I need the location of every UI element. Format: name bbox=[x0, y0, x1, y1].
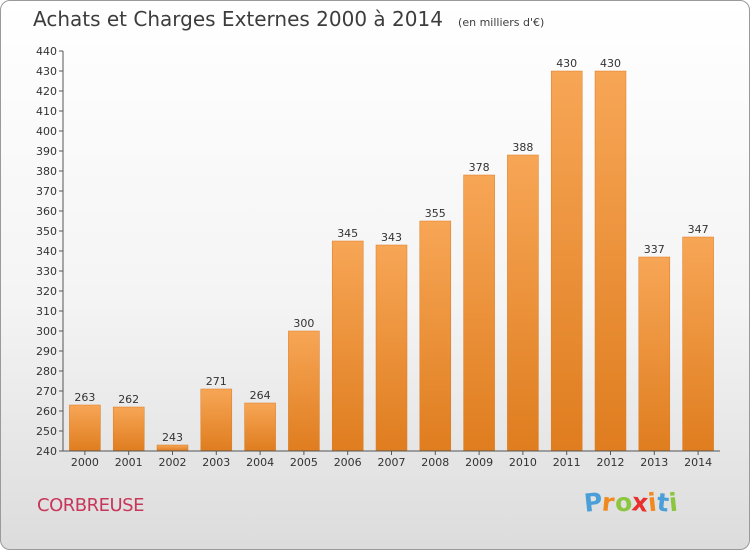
value-label-2012: 430 bbox=[600, 57, 621, 70]
x-tick-label-2002: 2002 bbox=[159, 456, 187, 469]
y-tick-label: 370 bbox=[36, 185, 57, 198]
y-tick-label: 440 bbox=[36, 45, 57, 58]
bar-2009 bbox=[463, 174, 495, 452]
y-tick-label: 330 bbox=[36, 265, 57, 278]
value-label-2007: 343 bbox=[381, 231, 402, 244]
bar-2011 bbox=[550, 70, 583, 452]
y-tick-label: 390 bbox=[36, 145, 57, 158]
bar-2014 bbox=[682, 236, 714, 452]
bar-2002 bbox=[156, 444, 189, 452]
x-tick-label-2009: 2009 bbox=[465, 456, 493, 469]
y-tick-label: 350 bbox=[36, 225, 57, 238]
value-label-2009: 378 bbox=[469, 161, 490, 174]
x-tick-label-2012: 2012 bbox=[597, 456, 625, 469]
bar-2008 bbox=[419, 220, 452, 452]
x-tick-label-2005: 2005 bbox=[290, 456, 318, 469]
y-tick-label: 420 bbox=[36, 85, 57, 98]
x-tick-label-2014: 2014 bbox=[684, 456, 712, 469]
x-tick-label-2010: 2010 bbox=[509, 456, 537, 469]
y-tick-label: 310 bbox=[36, 305, 57, 318]
y-tick-label: 430 bbox=[36, 65, 57, 78]
value-label-2006: 345 bbox=[337, 227, 358, 240]
y-tick-label: 320 bbox=[36, 285, 57, 298]
commune-name: CORBREUSE bbox=[37, 495, 144, 516]
bar-2005 bbox=[288, 330, 320, 452]
value-label-2000: 263 bbox=[74, 391, 95, 404]
logo-letter: i bbox=[667, 487, 679, 518]
value-label-2013: 337 bbox=[644, 243, 665, 256]
chart-unit: (en milliers d'€) bbox=[458, 16, 545, 29]
y-tick-label: 240 bbox=[36, 445, 57, 458]
x-tick-label-2006: 2006 bbox=[334, 456, 362, 469]
x-tick-label-2001: 2001 bbox=[115, 456, 143, 469]
bar-2006 bbox=[331, 240, 364, 452]
bar-2004 bbox=[244, 402, 276, 452]
bar-2013 bbox=[638, 256, 671, 452]
x-tick-label-2004: 2004 bbox=[246, 456, 274, 469]
value-label-2008: 355 bbox=[425, 207, 446, 220]
x-tick-label-2007: 2007 bbox=[378, 456, 406, 469]
y-tick-label: 280 bbox=[36, 365, 57, 378]
x-tick-label-2013: 2013 bbox=[640, 456, 668, 469]
x-axis: 2000 2001 2002 2003 2004 2005 2006 2007 2008 2009… bbox=[63, 450, 720, 469]
x-tick-label-2011: 2011 bbox=[553, 456, 581, 469]
y-tick-label: 340 bbox=[36, 245, 57, 258]
value-label-2014: 347 bbox=[688, 223, 709, 236]
bar-2000 bbox=[69, 404, 101, 452]
y-tick-label: 260 bbox=[36, 405, 57, 418]
value-label-2005: 300 bbox=[293, 317, 314, 330]
y-tick-label: 360 bbox=[36, 205, 57, 218]
bars: 263 262 243 271 264 300 345 343 355 378 388 430 430 3… bbox=[69, 57, 714, 452]
bar-2007 bbox=[375, 244, 408, 452]
value-label-2004: 264 bbox=[250, 389, 271, 402]
value-label-2003: 271 bbox=[206, 375, 227, 388]
bar-2012 bbox=[594, 70, 627, 452]
bar-2010 bbox=[507, 154, 539, 452]
value-label-2011: 430 bbox=[556, 57, 577, 70]
proxiti-logo: Proxiti bbox=[583, 487, 679, 518]
y-tick-label: 250 bbox=[36, 425, 57, 438]
y-tick-label: 380 bbox=[36, 165, 57, 178]
y-tick-label: 270 bbox=[36, 385, 57, 398]
chart-title-row: Achats et Charges Externes 2000 à 2014 (… bbox=[33, 7, 544, 31]
bar-2001 bbox=[112, 406, 145, 452]
value-label-2001: 262 bbox=[118, 393, 139, 406]
x-tick-label-2003: 2003 bbox=[202, 456, 230, 469]
y-tick-label: 290 bbox=[36, 345, 57, 358]
y-axis: 240 250 260 270 280 290 300 310 320 330 340 350 360 3… bbox=[36, 45, 64, 458]
x-tick-label-2008: 2008 bbox=[421, 456, 449, 469]
bar-2003 bbox=[200, 388, 233, 452]
value-label-2010: 388 bbox=[512, 141, 533, 154]
chart-title: Achats et Charges Externes 2000 à 2014 bbox=[33, 7, 443, 31]
y-tick-label: 300 bbox=[36, 325, 57, 338]
y-tick-label: 400 bbox=[36, 125, 57, 138]
value-label-2002: 243 bbox=[162, 431, 183, 444]
x-tick-label-2000: 2000 bbox=[71, 456, 99, 469]
y-tick-label: 410 bbox=[36, 105, 57, 118]
